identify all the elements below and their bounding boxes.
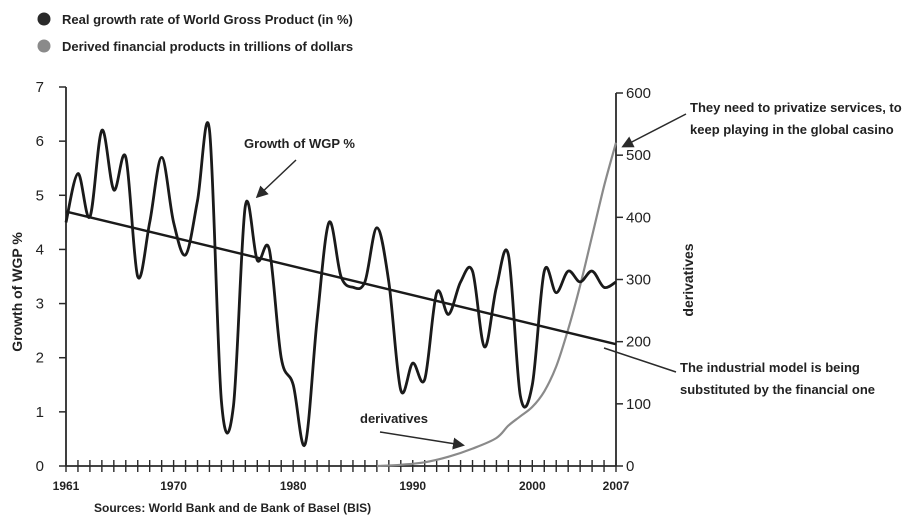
series-layer bbox=[64, 121, 618, 468]
annotation-privatize-line-1: They need to privatize services, to bbox=[690, 100, 902, 115]
left-tick-label: 4 bbox=[36, 241, 44, 258]
annotation-privatize: They need to privatize services, to keep… bbox=[690, 100, 905, 137]
legend-marker-derivatives bbox=[37, 39, 51, 53]
legend-label-growth: Real growth rate of World Gross Product … bbox=[62, 12, 353, 27]
x-tick-label: 2000 bbox=[519, 479, 546, 493]
left-tick-label: 6 bbox=[36, 133, 44, 150]
left-tick-label: 0 bbox=[36, 458, 44, 475]
right-tick-label: 500 bbox=[626, 147, 651, 164]
right-tick-label: 600 bbox=[626, 85, 651, 102]
y2-axis-title: derivatives bbox=[680, 243, 696, 316]
annotation-privatize-arrow bbox=[621, 113, 687, 148]
legend-marker-growth bbox=[37, 12, 51, 26]
left-ticks: 0 1 2 3 4 5 6 7 bbox=[36, 79, 66, 475]
y-axis-title: Growth of WGP % bbox=[9, 232, 25, 352]
annotation-derivatives: derivatives bbox=[360, 411, 428, 426]
annotation-industrial: The industrial model is being substitute… bbox=[680, 360, 875, 397]
source-note: Sources: World Bank and de Bank of Basel… bbox=[94, 501, 371, 515]
x-ticks: 1961 1970 1980 1990 2000 2007 bbox=[53, 460, 630, 493]
right-ticks: 0 100 200 300 400 500 600 bbox=[616, 85, 651, 475]
right-tick-label: 0 bbox=[626, 458, 634, 475]
annotation-privatize-line-2: keep playing in the global casino bbox=[690, 122, 894, 137]
right-tick-label: 100 bbox=[626, 396, 651, 413]
right-tick-label: 200 bbox=[626, 334, 651, 351]
right-tick-label: 300 bbox=[626, 272, 651, 289]
x-tick-label: 1990 bbox=[399, 479, 426, 493]
legend: Real growth rate of World Gross Product … bbox=[37, 12, 353, 54]
annotations: Growth of WGP % derivatives They need to… bbox=[244, 100, 905, 450]
annotation-growth: Growth of WGP % bbox=[244, 136, 355, 151]
left-tick-label: 3 bbox=[36, 296, 44, 313]
left-tick-label: 1 bbox=[36, 404, 44, 421]
legend-label-derivatives: Derived financial products in trillions … bbox=[62, 39, 353, 54]
annotation-growth-arrow bbox=[255, 159, 297, 199]
annotation-derivatives-arrow bbox=[379, 431, 465, 450]
x-tick-label: 1970 bbox=[160, 479, 187, 493]
annotation-industrial-line-1: The industrial model is being bbox=[680, 360, 860, 375]
annotation-industrial-arrow bbox=[603, 347, 677, 373]
left-tick-label: 7 bbox=[36, 79, 44, 96]
series-growth-line bbox=[64, 121, 617, 448]
series-derivatives-line bbox=[376, 142, 618, 468]
left-tick-label: 5 bbox=[36, 187, 44, 204]
left-tick-label: 2 bbox=[36, 350, 44, 367]
right-tick-label: 400 bbox=[626, 209, 651, 226]
x-tick-label: 2007 bbox=[603, 479, 630, 493]
x-tick-label: 1980 bbox=[280, 479, 307, 493]
annotation-industrial-line-2: substituted by the financial one bbox=[680, 382, 875, 397]
x-tick-label: 1961 bbox=[53, 479, 80, 493]
